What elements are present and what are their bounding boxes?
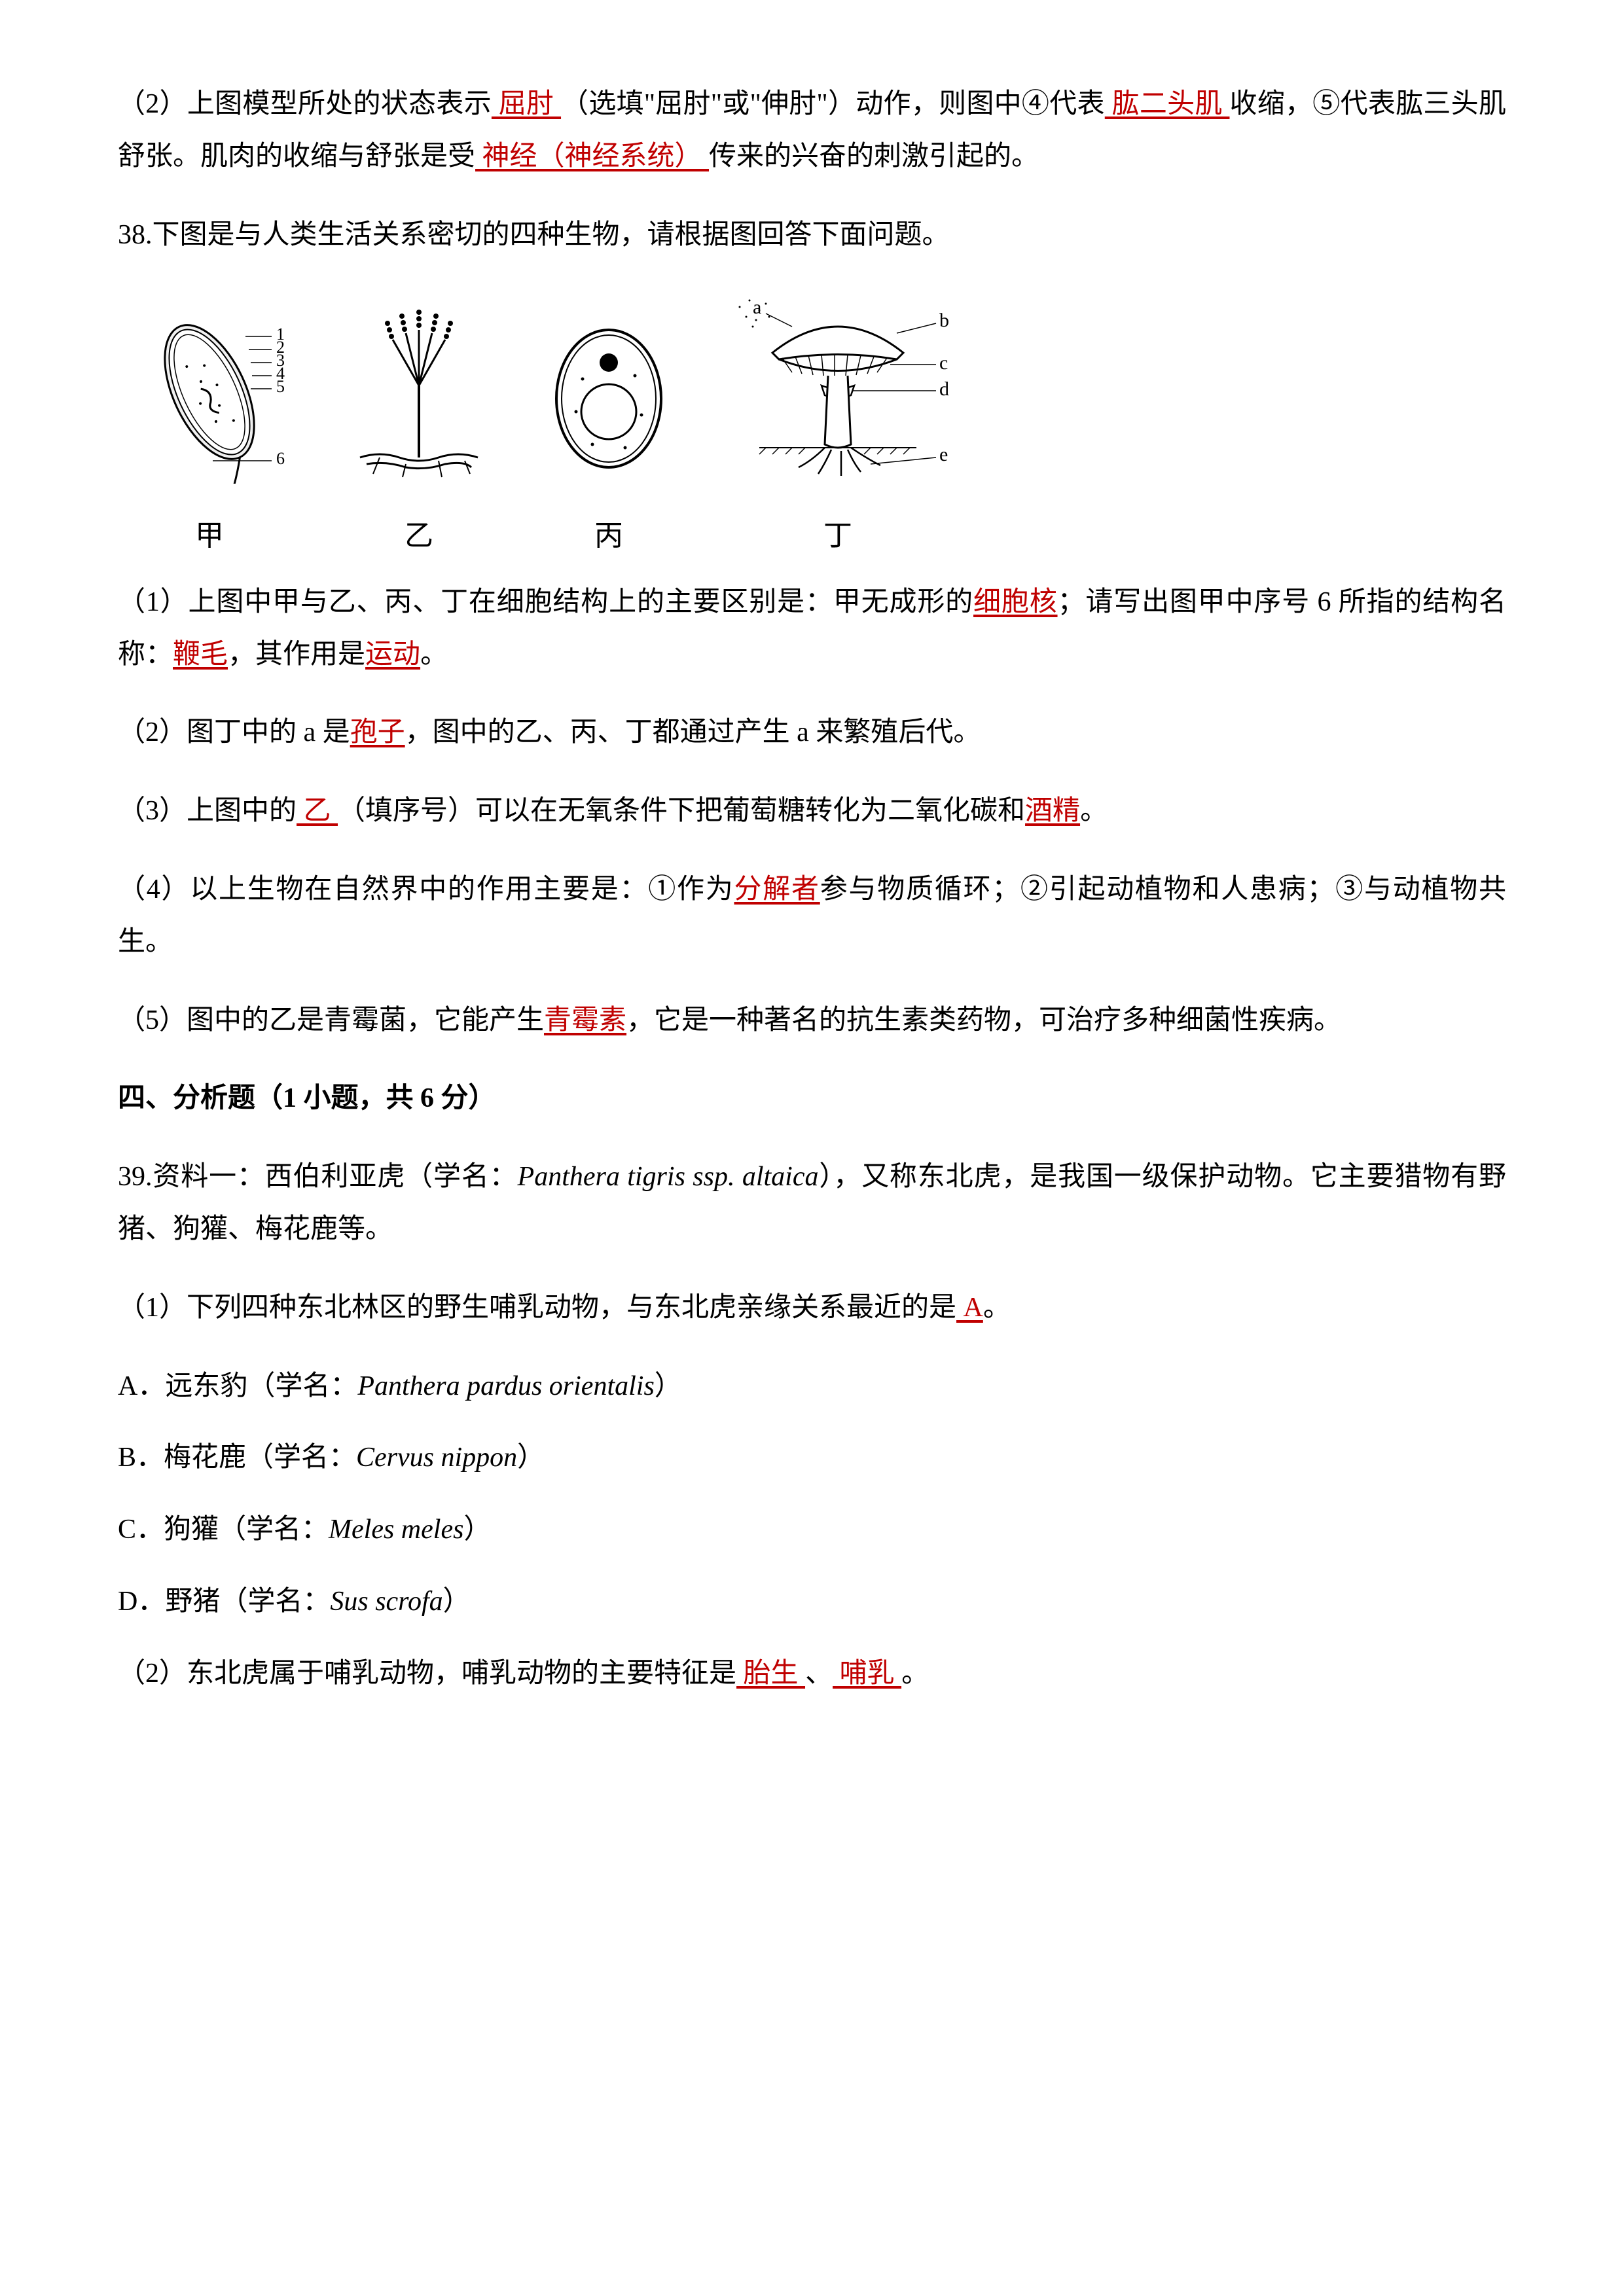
latin: Panthera pardus orientalis — [357, 1371, 654, 1401]
text: 传来的兴奋的刺激引起的。 — [709, 141, 1039, 171]
q39-2: （2）东北虎属于哺乳动物，哺乳动物的主要特征是 胎生 、 哺乳 。 — [118, 1648, 1506, 1700]
option-c: C．狗獾（学名：Meles meles） — [118, 1504, 1506, 1556]
text: （1）上图中甲与乙、丙、丁在细胞结构上的主要区别是：甲无成形的 — [118, 587, 973, 617]
label-bing: 丙 — [537, 509, 681, 564]
text: ，图中的乙、丙、丁都通过产生 a 来繁殖后代。 — [405, 717, 981, 747]
label-5: 5 — [276, 377, 285, 396]
answer: 运动 — [365, 639, 420, 670]
answer: 哺乳 — [833, 1659, 901, 1689]
q38-5: （5）图中的乙是青霉菌，它能产生青霉素，它是一种著名的抗生素类药物，可治疗多种细… — [118, 995, 1506, 1047]
label-c: c — [939, 352, 948, 374]
answer: 青霉素 — [544, 1005, 626, 1035]
label-yi: 乙 — [340, 509, 497, 564]
text: ） — [517, 1443, 545, 1473]
text: ） — [655, 1371, 682, 1401]
figure-row: 1 2 3 4 5 6 甲 — [118, 287, 1506, 563]
answer: 乙 — [297, 796, 338, 826]
text: 。 — [983, 1293, 1011, 1323]
q39-1: （1）下列四种东北林区的野生哺乳动物，与东北虎亲缘关系最近的是 A。 — [118, 1282, 1506, 1335]
text: （2）上图模型所处的状态表示 — [118, 89, 492, 119]
answer: A — [956, 1293, 983, 1323]
answer: 酒精 — [1025, 796, 1080, 826]
latin: Sus scrofa — [330, 1587, 442, 1617]
answer-3: 神经（神经系统） — [475, 141, 709, 171]
text: C．狗獾（学名： — [118, 1515, 329, 1545]
text: （5）图中的乙是青霉菌，它能产生 — [118, 1005, 544, 1035]
q38-1: （1）上图中甲与乙、丙、丁在细胞结构上的主要区别是：甲无成形的细胞核；请写出图甲… — [118, 577, 1506, 681]
answer: 细胞核 — [973, 587, 1058, 617]
label-jia: 甲 — [118, 509, 301, 564]
label-6: 6 — [276, 449, 285, 468]
label-d: d — [939, 378, 949, 400]
answer: 胎生 — [736, 1659, 805, 1689]
figure-jia: 1 2 3 4 5 6 甲 — [118, 300, 301, 563]
text: ） — [443, 1587, 471, 1617]
text: A．远东豹（学名： — [118, 1371, 357, 1401]
option-a: A．远东豹（学名：Panthera pardus orientalis） — [118, 1361, 1506, 1413]
option-b: B．梅花鹿（学名：Cervus nippon） — [118, 1432, 1506, 1484]
option-d: D．野猪（学名：Sus scrofa） — [118, 1576, 1506, 1628]
text: （填序号）可以在无氧条件下把葡萄糖转化为二氧化碳和 — [338, 796, 1025, 826]
text: ，它是一种著名的抗生素类药物，可治疗多种细菌性疾病。 — [626, 1005, 1341, 1035]
latin: Panthera tigris ssp. altaica — [518, 1162, 819, 1192]
q37-2: （2）上图模型所处的状态表示 屈肘 （选填"屈肘"或"伸肘"）动作，则图中④代表… — [118, 79, 1506, 183]
text: 、 — [805, 1659, 833, 1689]
text: D．野猪（学名： — [118, 1587, 330, 1617]
figure-bing: 丙 — [537, 300, 681, 563]
label-b: b — [939, 310, 949, 331]
text: B．梅花鹿（学名： — [118, 1443, 356, 1473]
text: 39.资料一：西伯利亚虎（学名： — [118, 1162, 518, 1192]
q38-4: （4）以上生物在自然界中的作用主要是：①作为分解者参与物质循环；②引起动植物和人… — [118, 864, 1506, 969]
text: （4）以上生物在自然界中的作用主要是：①作为 — [118, 874, 734, 905]
text: 。 — [901, 1659, 929, 1689]
text: ，其作用是 — [228, 639, 365, 670]
text: 。 — [420, 639, 448, 670]
yeast-svg — [537, 300, 681, 484]
text: 。 — [1080, 796, 1108, 826]
figure-ding: a b c d e 丁 — [720, 287, 956, 563]
text: （2）东北虎属于哺乳动物，哺乳动物的主要特征是 — [118, 1659, 736, 1689]
answer: 孢子 — [350, 717, 405, 747]
label-e: e — [939, 444, 948, 465]
q38-intro: 38.下图是与人类生活关系密切的四种生物，请根据图回答下面问题。 — [118, 209, 1506, 262]
section-4-title: 四、分析题（1 小题，共 6 分） — [118, 1073, 1506, 1125]
answer-2: 肱二头肌 — [1105, 89, 1230, 119]
figure-yi: 乙 — [340, 300, 497, 563]
q38-3: （3）上图中的 乙 （填序号）可以在无氧条件下把葡萄糖转化为二氧化碳和酒精。 — [118, 785, 1506, 838]
penicillium-svg — [340, 300, 497, 484]
label-a: a — [753, 296, 761, 318]
label-ding: 丁 — [720, 509, 956, 564]
mushroom-svg: a b c d e — [720, 287, 956, 484]
text: ） — [463, 1515, 491, 1545]
text: （选填"屈肘"或"伸肘"）动作，则图中④代表 — [561, 89, 1105, 119]
bacterium-svg: 1 2 3 4 5 6 — [118, 300, 301, 484]
latin: Cervus nippon — [356, 1443, 517, 1473]
text: （2）图丁中的 a 是 — [118, 717, 350, 747]
text: （3）上图中的 — [118, 796, 297, 826]
page-content: （2）上图模型所处的状态表示 屈肘 （选填"屈肘"或"伸肘"）动作，则图中④代表… — [0, 0, 1624, 2296]
q38-2: （2）图丁中的 a 是孢子，图中的乙、丙、丁都通过产生 a 来繁殖后代。 — [118, 707, 1506, 759]
answer: 分解者 — [734, 874, 820, 905]
answer-1: 屈肘 — [492, 89, 561, 119]
text: （1）下列四种东北林区的野生哺乳动物，与东北虎亲缘关系最近的是 — [118, 1293, 956, 1323]
q39-intro: 39.资料一：西伯利亚虎（学名：Panthera tigris ssp. alt… — [118, 1151, 1506, 1256]
answer: 鞭毛 — [173, 639, 228, 670]
latin: Meles meles — [329, 1515, 463, 1545]
